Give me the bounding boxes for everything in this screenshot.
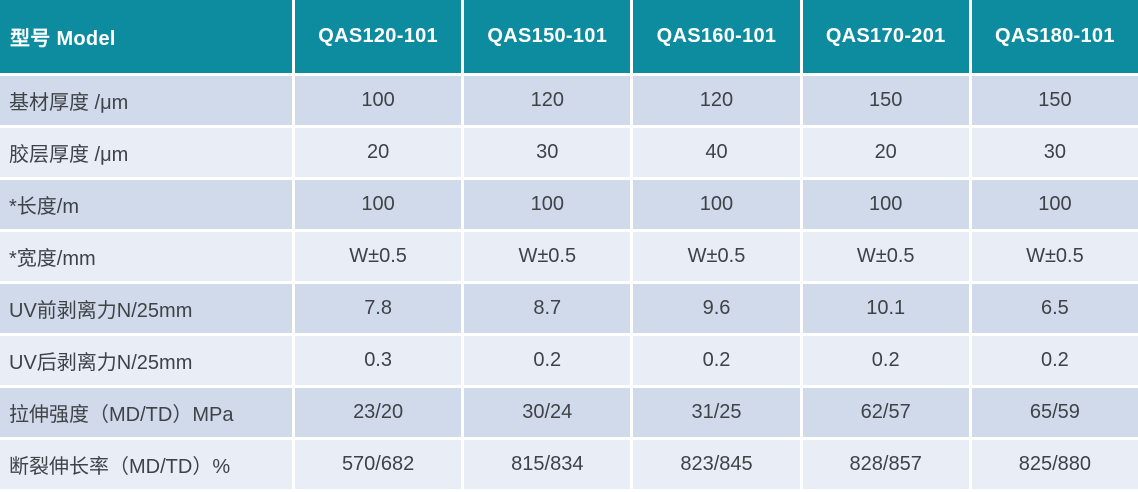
table-cell: 825/880 [971,440,1138,489]
table-cell: 30 [464,128,631,177]
table-cell: 120 [633,76,800,125]
table-cell: 7.8 [295,284,462,333]
table-cell: 0.2 [971,336,1138,385]
table-cell: W±0.5 [971,232,1138,281]
row-label-peel-before-uv: UV前剥离力N/25mm [0,284,292,333]
table-header-col-qas120: QAS120-101 [295,0,462,73]
table-cell: 10.1 [802,284,969,333]
table-cell: 828/857 [802,440,969,489]
table-cell: W±0.5 [464,232,631,281]
table-header-col-qas170: QAS170-201 [802,0,969,73]
table-cell: W±0.5 [633,232,800,281]
row-label-elongation: 断裂伸长率（MD/TD）% [0,440,292,489]
table-cell: 40 [633,128,800,177]
table-cell: 0.2 [802,336,969,385]
table-cell: 100 [633,180,800,229]
row-label-length: *长度/m [0,180,292,229]
table-header-col-qas180: QAS180-101 [971,0,1138,73]
table-cell: 0.2 [464,336,631,385]
table-cell: 23/20 [295,388,462,437]
row-label-tensile-strength: 拉伸强度（MD/TD）MPa [0,388,292,437]
table-cell: 65/59 [971,388,1138,437]
table-cell: 100 [802,180,969,229]
table-cell: 100 [971,180,1138,229]
table-cell: 9.6 [633,284,800,333]
table-cell: 100 [295,180,462,229]
table-cell: 120 [464,76,631,125]
table-cell: 0.3 [295,336,462,385]
table-header-model: 型号 Model [0,0,292,73]
table-cell: 100 [295,76,462,125]
table-cell: 20 [295,128,462,177]
row-label-width: *宽度/mm [0,232,292,281]
table-cell: 150 [971,76,1138,125]
table-cell: 8.7 [464,284,631,333]
row-label-base-thickness: 基材厚度 /μm [0,76,292,125]
table-header-col-qas160: QAS160-101 [633,0,800,73]
table-cell: 570/682 [295,440,462,489]
table-cell: 20 [802,128,969,177]
table-cell: W±0.5 [802,232,969,281]
table-cell: 30/24 [464,388,631,437]
table-cell: 815/834 [464,440,631,489]
table-header-col-qas150: QAS150-101 [464,0,631,73]
table-cell: 62/57 [802,388,969,437]
table-cell: 150 [802,76,969,125]
table-cell: 30 [971,128,1138,177]
row-label-peel-after-uv: UV后剥离力N/25mm [0,336,292,385]
table-cell: 100 [464,180,631,229]
table-cell: 31/25 [633,388,800,437]
table-cell: 823/845 [633,440,800,489]
table-cell: 6.5 [971,284,1138,333]
table-cell: W±0.5 [295,232,462,281]
table-cell: 0.2 [633,336,800,385]
row-label-adhesive-thickness: 胶层厚度 /μm [0,128,292,177]
